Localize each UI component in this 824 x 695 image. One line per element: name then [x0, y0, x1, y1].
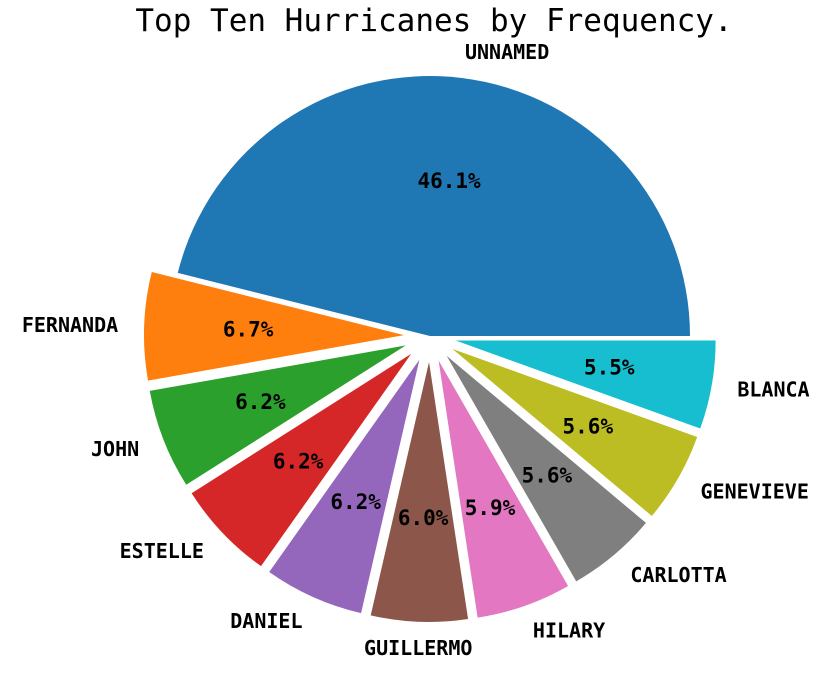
slice-label-john: JOHN — [91, 437, 139, 461]
pie-slice-blanca — [455, 340, 716, 429]
percent-label-fernanda: 6.7% — [223, 318, 274, 342]
slice-label-unnamed: UNNAMED — [465, 40, 549, 64]
slice-labels: UNNAMED FERNANDA JOHN ESTELLE DANIEL GUILLERM… — [22, 40, 810, 660]
pie-slice-daniel — [269, 359, 420, 614]
slice-label-daniel: DANIEL — [230, 609, 302, 633]
slice-label-genevieve: GENEVIEVE — [701, 479, 809, 503]
slice-label-fernanda: FERNANDA — [22, 313, 118, 337]
percent-label-carlotta: 5.6% — [522, 464, 573, 488]
chart-title: Top Ten Hurricanes by Frequency. — [135, 3, 732, 39]
percent-label-hilary: 5.9% — [465, 496, 516, 520]
pie-slice-unnamed — [177, 76, 690, 337]
pie-slice-genevieve — [452, 348, 698, 516]
percent-label-john: 6.2% — [235, 390, 286, 414]
slice-label-hilary: HILARY — [533, 619, 605, 643]
pie-slice-carlotta — [446, 355, 646, 582]
slice-label-estelle: ESTELLE — [120, 539, 204, 563]
slice-label-guillermo: GUILLERMO — [364, 636, 472, 660]
pie-slice-guillermo — [370, 361, 469, 622]
slice-label-blanca: BLANCA — [737, 378, 809, 402]
percent-label-genevieve: 5.6% — [563, 415, 614, 439]
percent-label-daniel: 6.2% — [330, 490, 381, 514]
slice-label-carlotta: CARLOTTA — [630, 563, 726, 587]
percent-label-guillermo: 6.0% — [398, 506, 449, 530]
pie-slices — [144, 76, 716, 622]
pie-slice-hilary — [438, 360, 569, 618]
pie-slice-fernanda — [144, 272, 405, 381]
percent-label-estelle: 6.2% — [273, 449, 324, 473]
pie-slice-estelle — [191, 353, 412, 567]
percent-labels: 46.1%6.7%6.2%6.2%6.2%6.0% 5.9%5.6%5.6%5.5… — [223, 169, 635, 530]
percent-label-blanca: 5.5% — [584, 355, 635, 379]
percent-label-unnamed: 46.1% — [417, 169, 481, 193]
pie-slice-john — [149, 345, 406, 485]
